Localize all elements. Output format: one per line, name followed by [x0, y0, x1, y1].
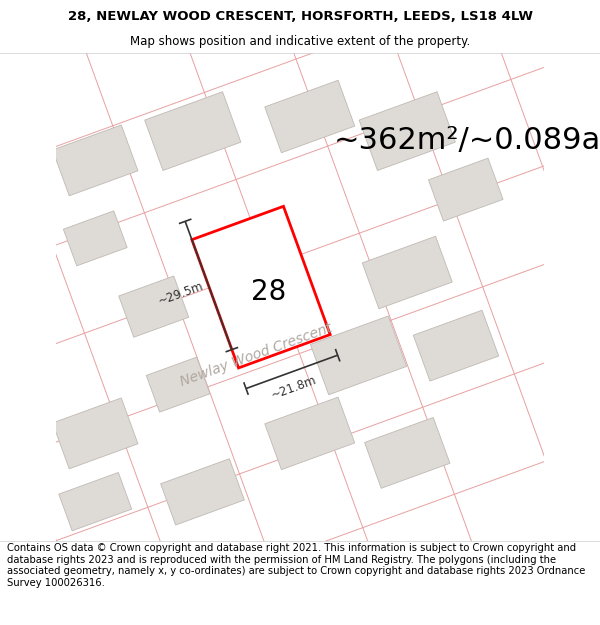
- Polygon shape: [64, 211, 127, 266]
- Polygon shape: [119, 276, 189, 338]
- Text: Contains OS data © Crown copyright and database right 2021. This information is : Contains OS data © Crown copyright and d…: [7, 543, 586, 588]
- Polygon shape: [192, 206, 330, 368]
- Polygon shape: [362, 236, 452, 309]
- Polygon shape: [413, 310, 499, 381]
- Polygon shape: [265, 80, 355, 152]
- Polygon shape: [146, 357, 210, 412]
- Polygon shape: [365, 418, 450, 488]
- Text: Map shows position and indicative extent of the property.: Map shows position and indicative extent…: [130, 35, 470, 48]
- Text: 28: 28: [251, 278, 286, 306]
- Text: ~362m²/~0.089ac.: ~362m²/~0.089ac.: [334, 126, 600, 156]
- Polygon shape: [53, 398, 138, 469]
- Polygon shape: [53, 125, 138, 196]
- Polygon shape: [428, 158, 503, 221]
- Polygon shape: [359, 92, 455, 171]
- Text: ~29.5m: ~29.5m: [157, 279, 206, 308]
- Text: 28, NEWLAY WOOD CRESCENT, HORSFORTH, LEEDS, LS18 4LW: 28, NEWLAY WOOD CRESCENT, HORSFORTH, LEE…: [67, 11, 533, 24]
- Text: ~21.8m: ~21.8m: [269, 374, 319, 402]
- Text: Newlay Wood Crescent: Newlay Wood Crescent: [178, 321, 334, 389]
- Polygon shape: [145, 92, 241, 171]
- Polygon shape: [161, 459, 244, 525]
- Polygon shape: [310, 316, 407, 395]
- Polygon shape: [265, 397, 355, 469]
- Polygon shape: [59, 472, 131, 531]
